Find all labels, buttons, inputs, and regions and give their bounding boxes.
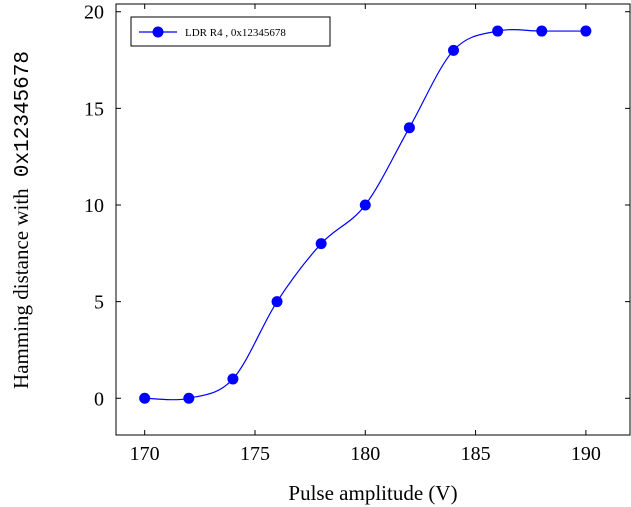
data-point: [448, 44, 460, 56]
y-tick-label: 0: [94, 388, 104, 410]
x-axis-label: Pulse amplitude (V): [288, 481, 457, 505]
data-point: [139, 392, 151, 404]
x-tick-label: 190: [571, 443, 601, 465]
data-point: [227, 373, 239, 385]
x-tick-label: 180: [350, 443, 380, 465]
data-point: [271, 296, 283, 308]
legend-marker: [152, 26, 164, 38]
data-point: [359, 199, 371, 211]
y-axis-label-text: Hamming distance with: [9, 188, 33, 389]
x-tick-label: 170: [130, 443, 160, 465]
data-point: [403, 122, 415, 134]
legend-label: LDR R4 , 0x12345678: [185, 27, 286, 39]
x-tick-labels: 170 175 180 185 190: [130, 443, 601, 465]
legend: LDR R4 , 0x12345678: [130, 16, 331, 47]
y-tick-label: 20: [84, 2, 104, 24]
y-tick-label: 15: [84, 98, 104, 120]
y-tick-labels: 0 5 10 15 20: [84, 2, 104, 411]
data-point: [492, 25, 504, 37]
x-tick-label: 185: [461, 443, 491, 465]
series-line-ldr-r4: [144, 29, 586, 401]
series-markers: [139, 25, 592, 404]
data-point: [536, 25, 548, 37]
data-point: [315, 238, 327, 250]
plot-frame: [115, 3, 631, 436]
axis-ticks: [116, 4, 630, 435]
data-point: [580, 25, 592, 37]
data-point: [183, 392, 195, 404]
y-axis-label-code: 0x12345678: [12, 51, 35, 177]
y-tick-label: 10: [84, 195, 104, 217]
y-axis-label: Hamming distance with 0x12345678: [9, 51, 35, 389]
y-tick-label: 5: [94, 292, 104, 314]
x-tick-label: 175: [240, 443, 270, 465]
